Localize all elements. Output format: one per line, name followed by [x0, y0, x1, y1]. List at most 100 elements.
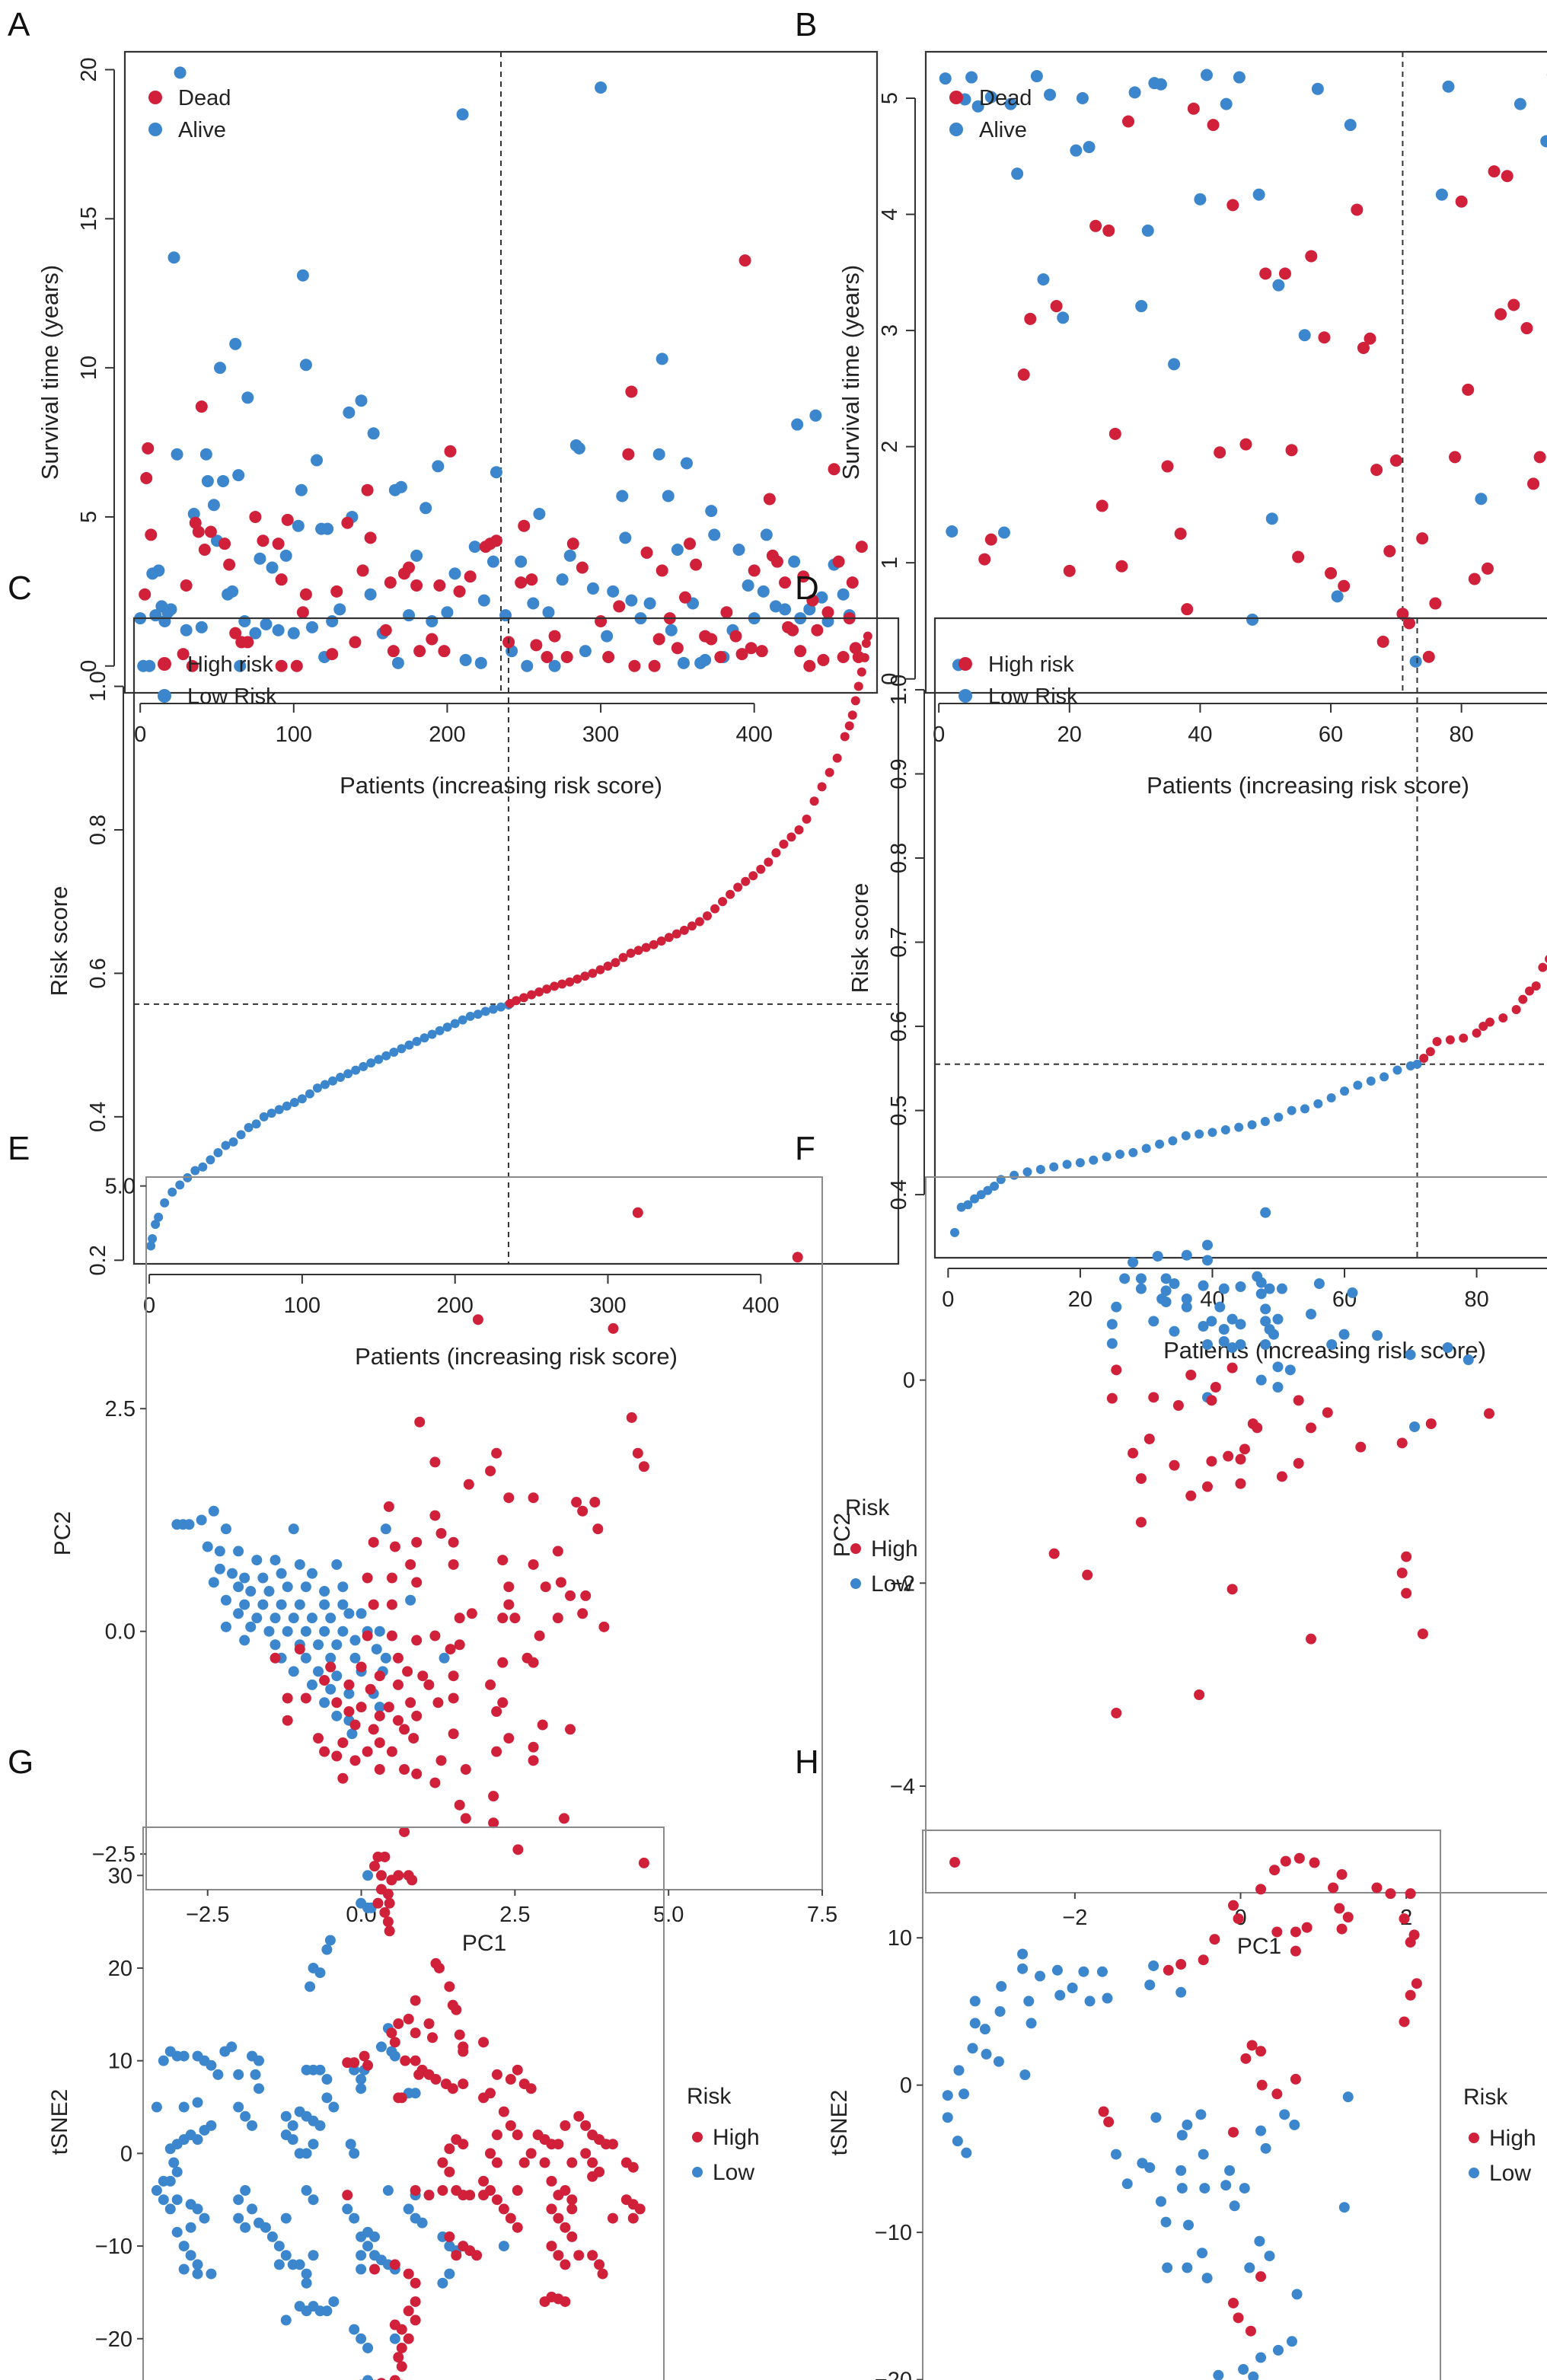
data-point-low [950, 1227, 960, 1237]
data-point-high [368, 1724, 379, 1735]
data-point-low [1201, 1255, 1213, 1266]
data-point-low [742, 579, 754, 592]
data-point-low [374, 1054, 384, 1064]
data-point-high [1481, 562, 1494, 575]
data-point-high [374, 1737, 385, 1748]
panel-h: H −20−10010−20−10010tSNE1tSNE2RiskHighLo… [774, 1705, 1547, 2380]
data-point-high [393, 2352, 404, 2363]
data-point-low [331, 1670, 343, 1682]
data-point-low [410, 2088, 421, 2099]
data-point-low [1338, 2202, 1350, 2213]
data-point-low [324, 1935, 336, 1946]
data-point-high [444, 1981, 455, 1992]
data-point-high [1449, 451, 1462, 464]
data-point-high [1403, 617, 1416, 630]
data-point-high [369, 1861, 380, 1872]
data-point-high [811, 624, 824, 636]
data-point-low [1144, 2162, 1156, 2174]
data-point-low [319, 1625, 330, 1637]
data-point-high [1301, 1922, 1313, 1933]
data-point-high [519, 993, 529, 1003]
data-point-low [245, 1621, 257, 1632]
data-point-high [786, 624, 799, 636]
data-point-high [1245, 2325, 1256, 2337]
y-tick-label: 0.4 [887, 1179, 911, 1210]
data-point-high [423, 1679, 435, 1690]
data-point-low [294, 1599, 305, 1610]
data-point-high [1405, 1888, 1416, 1900]
data-point-high [403, 2333, 414, 2344]
data-point-high [764, 857, 774, 867]
data-point-high [1472, 1028, 1482, 1038]
data-point-low [1313, 1278, 1325, 1289]
data-point-low [164, 2143, 176, 2155]
data-point-high [365, 1683, 376, 1695]
data-point-low [779, 603, 792, 616]
data-point-high [282, 1715, 293, 1726]
data-point-low [325, 1683, 337, 1695]
data-point-high [1417, 1629, 1428, 1639]
x-tick-label: 80 [1450, 723, 1474, 747]
data-point-low [349, 1652, 361, 1664]
data-point-low [405, 1594, 416, 1606]
data-point-low [1289, 2119, 1300, 2130]
data-point-low [1160, 2216, 1172, 2228]
x-tick-label: 200 [429, 723, 465, 747]
data-point-low [178, 2101, 190, 2113]
data-point-low [458, 1015, 467, 1025]
data-point-high [1246, 2040, 1258, 2051]
data-point-high [560, 2296, 571, 2308]
data-point-low [1106, 1338, 1118, 1349]
data-point-high [349, 636, 362, 649]
data-point-low [185, 2222, 196, 2233]
data-point-high [576, 561, 588, 574]
data-point-low [1274, 1112, 1284, 1122]
data-point-low [280, 2110, 292, 2122]
data-point-low [380, 1652, 391, 1664]
data-point-low [389, 2333, 400, 2344]
data-point-low [521, 659, 534, 672]
data-point-high [720, 606, 733, 619]
data-point-high [430, 2074, 442, 2085]
data-point-low [351, 1065, 361, 1075]
data-point-high [1488, 165, 1501, 178]
data-point-low [266, 561, 279, 574]
data-point-high [580, 1590, 592, 1601]
data-point-low [175, 1180, 185, 1190]
data-point-high [1527, 477, 1540, 490]
data-point-low [202, 1541, 213, 1552]
data-point-high [555, 1577, 566, 1588]
data-point-high [374, 1670, 385, 1682]
data-point-high [451, 2250, 462, 2261]
data-point-low [403, 2203, 414, 2215]
data-point-high [139, 588, 152, 601]
data-point-high [1370, 464, 1383, 477]
data-point-low [251, 1555, 263, 1566]
data-point-low [195, 621, 208, 633]
data-point-high [349, 1755, 361, 1766]
data-point-low [349, 2213, 360, 2224]
data-point-low [619, 531, 632, 544]
data-point-high [1351, 203, 1364, 216]
data-point-low [474, 656, 487, 669]
data-point-high [560, 2259, 571, 2270]
data-point-high [1239, 1444, 1250, 1455]
data-point-high [1255, 1884, 1267, 1895]
data-point-high [356, 1661, 367, 1673]
data-point-high [528, 1657, 539, 1668]
data-point-high [1511, 1004, 1521, 1014]
data-point-low [1287, 2336, 1298, 2347]
data-point-low [343, 406, 356, 419]
data-point-low [306, 1679, 317, 1690]
data-point-high [342, 2057, 353, 2069]
data-point-low [1260, 1116, 1270, 1126]
data-point-high [1017, 368, 1030, 381]
data-point-low [757, 585, 770, 598]
data-point-low [961, 2147, 972, 2158]
data-point-high [1278, 267, 1291, 280]
data-point-low [207, 499, 220, 512]
data-point-high [652, 633, 665, 646]
data-point-low [167, 251, 180, 264]
data-point-high [806, 594, 819, 607]
data-point-low [158, 2055, 169, 2066]
